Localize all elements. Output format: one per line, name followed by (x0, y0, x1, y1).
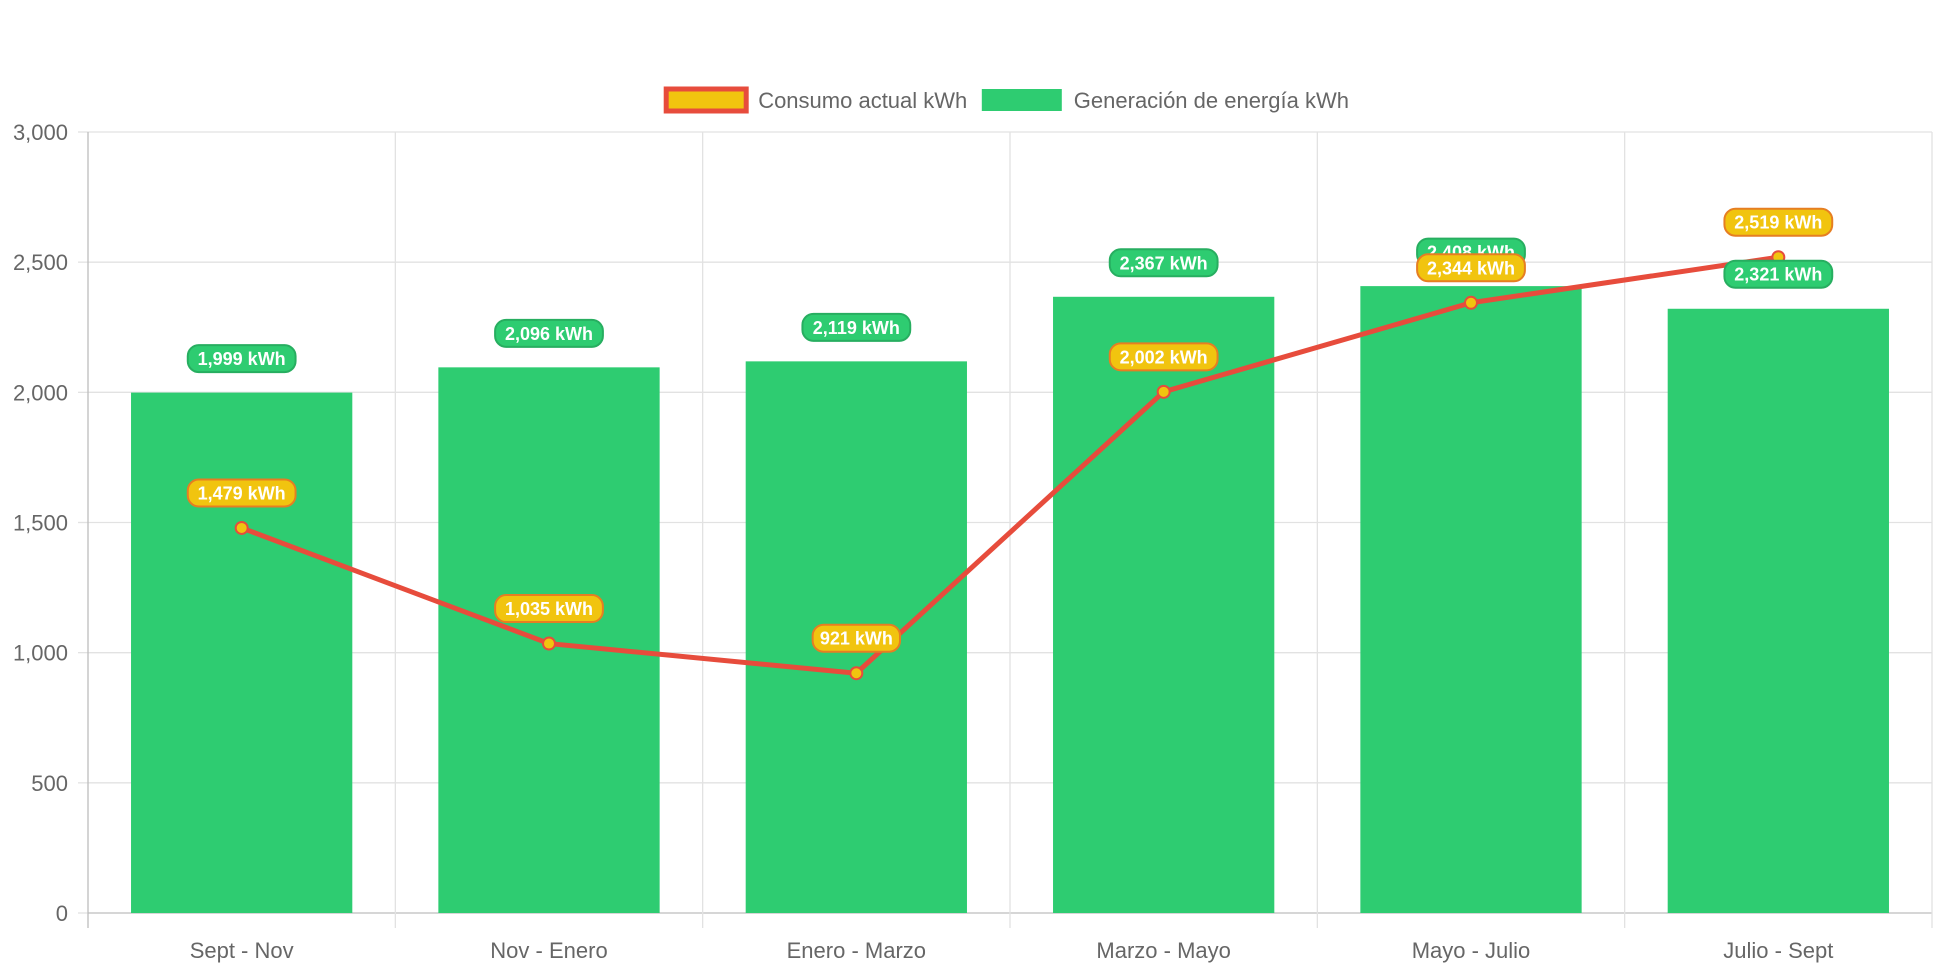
line-point (1464, 295, 1478, 310)
legend-swatch (981, 89, 1062, 111)
y-tick-label: 0 (56, 901, 68, 926)
data-label-text: 2,367 kWh (1120, 253, 1208, 273)
bar (1667, 308, 1889, 913)
x-tick-label: Marzo - Mayo (1096, 938, 1230, 963)
bar-data-label: 1,999 kWh (186, 344, 297, 374)
y-axis: 0 500 1,000 1,500 2,000 2,500 3,000 (13, 120, 68, 926)
legend-label: Generación de energía kWh (1074, 88, 1349, 113)
data-label-text: 1,999 kWh (198, 349, 286, 369)
data-label-bg (1108, 248, 1219, 278)
bar-data-label: 2,321 kWh (1723, 259, 1834, 289)
line-data-label: 921 kWh (811, 623, 902, 653)
x-tick-label: Sept - Nov (190, 938, 294, 963)
legend-item[interactable]: Consumo actual kWh (663, 86, 967, 114)
x-tick-label: Mayo - Julio (1412, 938, 1531, 963)
x-tick-label: Julio - Sept (1723, 938, 1833, 963)
legend-label: Consumo actual kWh (758, 88, 967, 113)
line-point (542, 636, 556, 651)
legend-item[interactable]: Generación de energía kWh (981, 88, 1349, 113)
y-tick-label: 3,000 (13, 120, 68, 145)
bar-data-label: 2,096 kWh (494, 318, 604, 348)
data-label-bg (494, 594, 604, 624)
legend[interactable]: Consumo actual kWh Generación de energía … (663, 86, 1349, 114)
bar-data-label: 2,367 kWh (1108, 248, 1219, 278)
line-data-label: 2,344 kWh (1416, 253, 1526, 283)
data-label-text: 1,035 kWh (505, 599, 593, 619)
line-data-label: 1,479 kWh (186, 478, 297, 508)
y-tick-label: 1,000 (13, 641, 68, 666)
y-tick-label: 500 (31, 771, 68, 796)
data-label-bg (494, 318, 604, 348)
bar-data-label: 2,119 kWh (801, 312, 912, 342)
bar (1053, 296, 1275, 913)
x-tick-label: Nov - Enero (490, 938, 607, 963)
data-label-text: 921 kWh (820, 629, 893, 649)
line-data-label: 2,002 kWh (1108, 342, 1219, 372)
line-point (849, 666, 864, 681)
y-tick-label: 1,500 (13, 511, 68, 536)
data-label-text: 2,096 kWh (505, 324, 593, 344)
legend-swatch (663, 86, 749, 114)
data-label-text: 2,002 kWh (1120, 347, 1208, 367)
consumption-line (240, 254, 1779, 676)
data-label-text: 2,321 kWh (1734, 265, 1822, 285)
data-label-bg (186, 344, 297, 374)
data-label-bg (811, 623, 902, 653)
grid-lines (78, 131, 1933, 928)
line-point (234, 520, 249, 535)
bar (1360, 286, 1582, 914)
data-label-bg (1416, 253, 1526, 283)
data-label-bg (186, 478, 297, 508)
bar-series (131, 286, 1889, 914)
y-tick-label: 2,000 (13, 380, 68, 405)
data-label-text: 2,519 kWh (1734, 213, 1822, 233)
x-tick-label: Enero - Marzo (787, 938, 926, 963)
line-data-label: 2,519 kWh (1723, 207, 1834, 237)
x-axis: Sept - Nov Nov - Enero Enero - Marzo Marzo … (190, 938, 1834, 963)
data-label-bg (801, 312, 912, 342)
data-label-bg (1723, 207, 1834, 237)
line-data-label: 1,035 kWh (494, 594, 604, 624)
line-point (1156, 384, 1171, 399)
y-tick-label: 2,500 (13, 250, 68, 275)
data-label-bg (1108, 342, 1219, 372)
data-label-text: 2,119 kWh (813, 318, 900, 338)
data-label-text: 2,344 kWh (1427, 258, 1515, 278)
data-label-bg (1723, 259, 1834, 289)
data-label-text: 1,479 kWh (198, 483, 286, 503)
bar (131, 392, 353, 914)
